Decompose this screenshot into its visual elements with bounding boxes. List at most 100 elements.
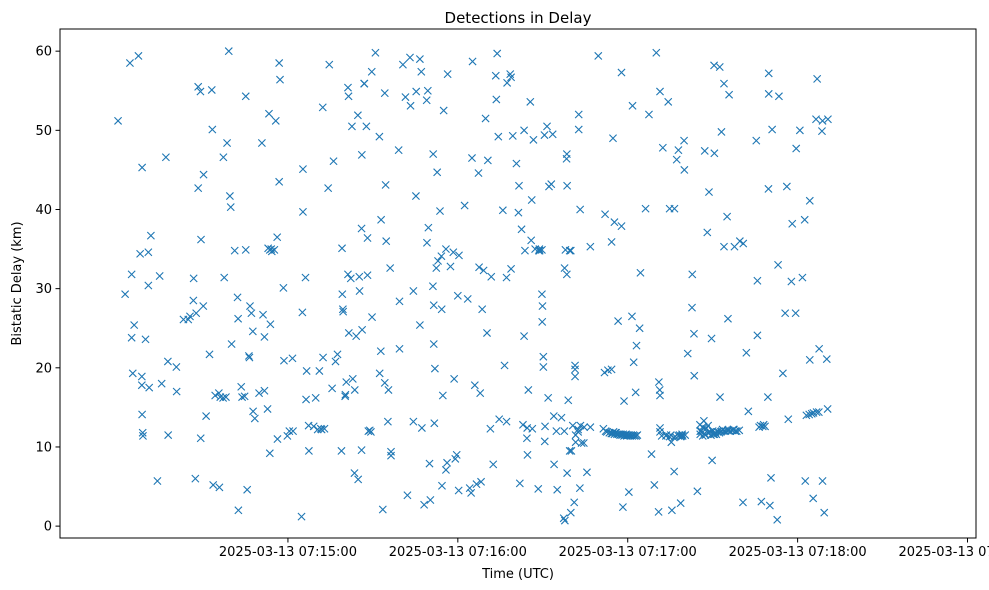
data-point: [540, 437, 549, 446]
data-point: [805, 410, 814, 419]
data-point: [723, 314, 732, 323]
data-point: [367, 67, 376, 76]
data-point: [535, 246, 544, 255]
data-point: [320, 424, 329, 433]
data-point: [437, 481, 446, 490]
data-point: [658, 143, 667, 152]
data-point: [288, 354, 297, 363]
data-point: [163, 357, 172, 366]
data-point: [535, 245, 544, 254]
data-point: [753, 331, 762, 340]
data-point: [298, 165, 307, 174]
data-point: [429, 340, 438, 349]
data-point: [781, 309, 790, 318]
data-point: [426, 496, 435, 504]
data-point: [764, 69, 773, 78]
data-point: [189, 274, 198, 283]
data-point: [138, 431, 147, 440]
data-point: [453, 291, 462, 300]
data-point: [739, 239, 748, 248]
data-point: [234, 314, 243, 323]
data-point: [467, 488, 476, 497]
data-point: [430, 419, 439, 428]
data-point: [617, 222, 626, 231]
data-point: [767, 473, 775, 482]
data-point: [441, 245, 450, 254]
data-point: [773, 515, 782, 524]
data-point: [735, 426, 744, 435]
data-point: [631, 388, 640, 397]
data-point: [738, 498, 747, 507]
data-point: [571, 365, 580, 374]
data-point: [540, 131, 549, 140]
data-point: [216, 393, 225, 402]
data-point: [207, 85, 216, 94]
data-point: [424, 223, 433, 232]
data-point: [125, 59, 134, 68]
data-point: [368, 313, 377, 322]
data-point: [438, 391, 447, 400]
data-point: [710, 61, 719, 70]
data-point: [164, 431, 173, 440]
data-point: [575, 484, 584, 493]
data-point: [362, 122, 371, 131]
chart-title: Detections in Delay: [445, 9, 592, 27]
data-point: [357, 224, 366, 233]
data-point: [395, 297, 404, 306]
data-point: [468, 57, 477, 66]
data-point: [338, 305, 347, 314]
data-point: [325, 60, 334, 69]
data-point: [415, 321, 424, 330]
data-point: [144, 248, 153, 257]
data-point: [346, 274, 355, 283]
data-point: [503, 78, 512, 87]
data-point: [680, 165, 689, 174]
data-point: [678, 431, 687, 440]
data-point: [197, 235, 205, 244]
data-point: [609, 427, 618, 436]
data-point: [715, 63, 724, 71]
data-point: [219, 393, 228, 402]
data-point: [720, 242, 728, 251]
data-point: [241, 245, 250, 254]
data-point: [560, 516, 569, 525]
data-point: [559, 514, 568, 523]
data-point: [411, 192, 420, 201]
data-point: [223, 139, 232, 147]
data-point: [574, 427, 583, 436]
data-point: [732, 427, 741, 436]
data-point: [250, 414, 259, 423]
data-point: [550, 460, 559, 469]
data-point: [220, 273, 229, 282]
data-point: [574, 110, 583, 119]
data-point: [224, 47, 233, 56]
data-point: [753, 276, 762, 285]
data-point: [189, 296, 198, 305]
data-point: [248, 327, 257, 336]
data-point: [477, 477, 486, 486]
data-point: [279, 283, 288, 292]
data-point: [476, 389, 485, 398]
data-point: [708, 456, 717, 465]
data-point: [654, 378, 663, 387]
data-point: [489, 460, 498, 469]
data-point: [586, 423, 595, 432]
data-point: [690, 371, 699, 380]
data-point: [255, 389, 264, 398]
data-point: [249, 407, 258, 416]
data-point: [406, 101, 415, 110]
data-point: [809, 494, 818, 503]
data-point: [192, 309, 201, 318]
data-point: [347, 122, 356, 131]
data-point: [333, 350, 342, 359]
data-point: [506, 70, 515, 79]
data-point: [467, 154, 476, 163]
data-point: [764, 89, 773, 98]
y-axis-label: Bistatic Delay (km): [10, 221, 25, 345]
data-point: [812, 408, 821, 417]
data-point: [765, 501, 774, 510]
data-point: [260, 332, 269, 341]
data-point: [260, 386, 269, 395]
data-point: [304, 446, 313, 455]
data-point: [409, 417, 418, 426]
